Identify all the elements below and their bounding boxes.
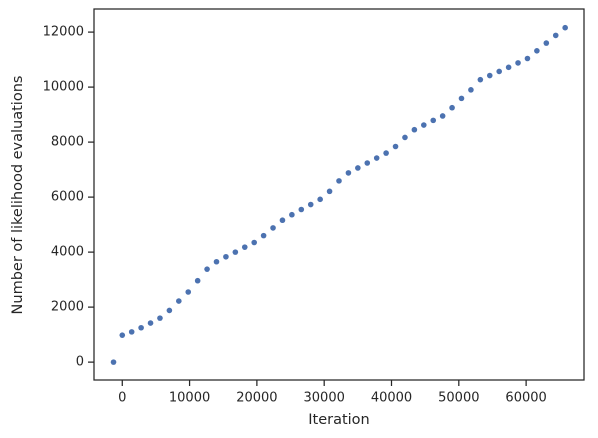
point <box>392 143 399 150</box>
point <box>364 160 371 166</box>
point <box>289 211 295 218</box>
point <box>496 68 502 75</box>
x-tick-label: 10000 <box>169 391 210 406</box>
point <box>468 87 474 93</box>
point <box>147 320 154 326</box>
point <box>383 150 389 156</box>
point <box>194 277 201 284</box>
point <box>270 225 276 231</box>
point <box>110 359 117 365</box>
point <box>298 206 305 213</box>
point <box>119 332 126 338</box>
point <box>166 307 173 314</box>
point <box>449 104 455 111</box>
point <box>185 289 192 295</box>
point <box>552 32 559 39</box>
point <box>213 258 220 265</box>
point <box>439 113 446 119</box>
point <box>421 122 427 128</box>
point <box>458 95 465 102</box>
point <box>260 232 267 239</box>
x-tick-label: 40000 <box>371 391 412 406</box>
point <box>534 48 540 54</box>
y-tick-label: 0 <box>76 355 84 370</box>
point <box>241 244 248 250</box>
y-tick-label: 10000 <box>43 80 84 95</box>
point <box>317 196 323 203</box>
point <box>326 188 333 195</box>
x-tick-label: 60000 <box>505 391 546 406</box>
point <box>543 40 550 46</box>
point <box>402 134 408 141</box>
point <box>138 324 144 331</box>
point <box>345 170 352 176</box>
point <box>307 201 314 208</box>
x-axis-label: Iteration <box>308 412 370 428</box>
point <box>157 315 163 321</box>
point <box>204 266 210 272</box>
x-tick-label: 20000 <box>236 391 277 406</box>
y-tick-label: 4000 <box>51 245 84 260</box>
x-tick-label: 50000 <box>438 391 479 406</box>
point <box>373 155 380 161</box>
point <box>223 253 229 260</box>
point <box>562 24 568 31</box>
point <box>128 329 135 335</box>
y-tick-label: 8000 <box>51 135 84 150</box>
point <box>336 178 342 184</box>
point <box>515 60 521 66</box>
point <box>411 126 418 133</box>
point <box>279 217 286 224</box>
y-tick-label: 2000 <box>51 300 84 315</box>
point <box>524 55 531 62</box>
point <box>477 76 484 83</box>
point <box>251 239 257 246</box>
y-tick-label: 12000 <box>43 25 84 40</box>
point <box>232 249 239 255</box>
point <box>505 64 512 71</box>
y-tick-label: 6000 <box>51 190 84 205</box>
x-tick-label: 30000 <box>304 391 345 406</box>
x-tick-label: 0 <box>118 391 126 406</box>
point <box>486 72 493 79</box>
point <box>176 298 182 304</box>
plot-frame <box>93 8 585 381</box>
y-axis-label: Number of likelihood evaluations <box>10 76 26 315</box>
point <box>355 165 361 171</box>
point <box>430 117 437 124</box>
